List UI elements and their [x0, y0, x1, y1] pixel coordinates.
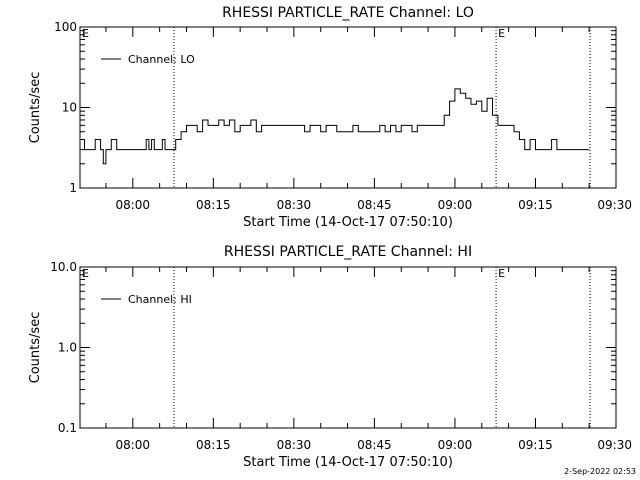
- panel2-x-tick-label: 08:30: [277, 438, 312, 452]
- panel1-x-axis-label: Start Time (14-Oct-17 07:50:10): [243, 215, 453, 230]
- panel1-x-tick-label: 08:30: [277, 198, 312, 212]
- panel1-event-marker-label: E: [498, 27, 505, 40]
- panel1-y-tick-label: 100: [54, 20, 77, 34]
- panel1-y-tick-label: 1: [69, 181, 77, 195]
- panel1-x-tick-label: 08:00: [115, 198, 150, 212]
- footer-timestamp: 2-Sep-2022 02:53: [564, 467, 636, 476]
- panel1-x-tick-label: 08:45: [357, 198, 392, 212]
- panel2-x-tick-label: 09:00: [438, 438, 473, 452]
- panel2-plot-frame: [79, 266, 617, 429]
- panel2-x-tick-label: 08:15: [196, 438, 231, 452]
- panel2-x-tick-label: 09:30: [597, 438, 632, 452]
- panel2-legend-label: Channel: HI: [128, 293, 192, 306]
- panel2-event-marker-label: E: [498, 267, 505, 280]
- panel1-legend-label: Channel: LO: [128, 53, 195, 66]
- panel2-x-axis-label: Start Time (14-Oct-17 07:50:10): [243, 455, 453, 470]
- panel2-y-axis-label: Counts/sec: [28, 312, 43, 384]
- panel2-x-tick-label: 09:15: [518, 438, 553, 452]
- panel2-start-marker-label: E: [82, 267, 89, 280]
- panel2-y-tick-label: 0.1: [58, 421, 77, 435]
- panel1-x-tick-label: 09:30: [597, 198, 632, 212]
- panel1-x-tick-label: 09:15: [518, 198, 553, 212]
- panel2-y-tick-label: 10.0: [50, 260, 77, 274]
- panel2-x-tick-label: 08:45: [357, 438, 392, 452]
- panel1-start-marker-label: E: [82, 27, 89, 40]
- panel1-y-tick-label: 10: [62, 101, 77, 115]
- panel2-chart-title: RHESSI PARTICLE_RATE Channel: HI: [224, 244, 472, 260]
- panel2-x-tick-label: 08:00: [115, 438, 150, 452]
- panel1-y-axis-label: Counts/sec: [28, 72, 43, 144]
- panel1-series-line: [80, 88, 590, 165]
- panel1-x-tick-label: 08:15: [196, 198, 231, 212]
- panel1-chart-title: RHESSI PARTICLE_RATE Channel: LO: [222, 5, 474, 21]
- panel2-y-tick-label: 1.0: [58, 341, 77, 355]
- panel1-x-tick-label: 09:00: [438, 198, 473, 212]
- panel1-plot-frame: [79, 26, 617, 189]
